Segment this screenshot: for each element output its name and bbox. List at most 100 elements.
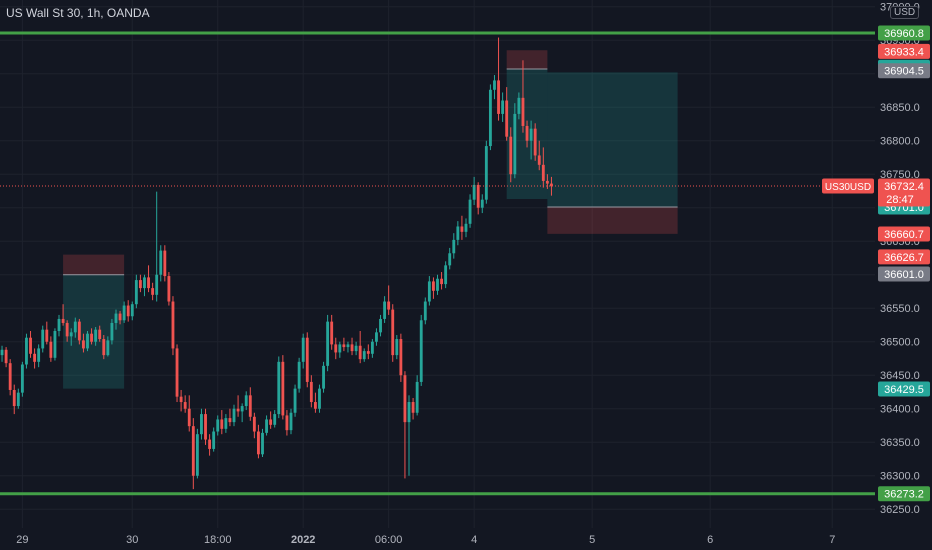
candle-body-42 <box>171 301 175 349</box>
candle-body-106 <box>432 281 435 291</box>
time-axis-background[interactable] <box>0 528 932 550</box>
candle-body-100 <box>407 402 411 423</box>
candle-body-108 <box>440 278 443 285</box>
candle-body-4 <box>16 392 20 407</box>
candle-body-134 <box>545 180 549 184</box>
x-tick-label-1: 30 <box>126 534 138 546</box>
position-target-zone-0[interactable] <box>63 274 125 389</box>
position-stop-zone-1[interactable] <box>506 50 548 70</box>
candle-body-36 <box>147 277 150 289</box>
candle-body-57 <box>232 408 236 423</box>
candle-body-21 <box>86 333 89 349</box>
candle-body-58 <box>236 408 240 412</box>
candles <box>0 37 553 490</box>
candle-body-47 <box>191 426 195 476</box>
x-tick-label-2: 18:00 <box>204 534 232 546</box>
current-price-label: US30USD 36732.428:47 <box>822 178 930 207</box>
candle-body-60 <box>244 395 248 407</box>
candle-body-63 <box>257 431 260 455</box>
candle-body-1 <box>4 349 8 364</box>
candle-body-83 <box>338 344 342 353</box>
candle-body-49 <box>200 414 203 435</box>
candle-body-132 <box>537 155 541 165</box>
candle-body-41 <box>167 276 171 302</box>
candle-body-66 <box>269 419 273 425</box>
candle-body-0 <box>0 349 4 356</box>
candle-body-7 <box>29 337 32 354</box>
candle-body-126 <box>513 113 517 175</box>
candle-body-109 <box>444 265 448 285</box>
candle-body-71 <box>289 412 293 431</box>
candle-body-62 <box>252 416 256 432</box>
candle-body-25 <box>102 339 106 356</box>
x-tick-label-3: 2022 <box>291 534 315 546</box>
candle-body-46 <box>187 408 191 427</box>
candle-body-5 <box>20 364 24 393</box>
candle-body-115 <box>468 199 472 224</box>
candle-body-111 <box>452 239 456 254</box>
candle-body-27 <box>110 322 114 341</box>
time-axis: 29 30 18:00 2022 06:00 4 5 6 7 <box>16 534 835 546</box>
candle-body-101 <box>411 402 415 413</box>
horizontal-levels[interactable] <box>0 31 875 496</box>
price-label-10: 36273.2 <box>884 489 924 501</box>
y-tick-label-11: 36450.0 <box>880 370 920 382</box>
candle-body-120 <box>488 89 492 147</box>
x-tick-label-0: 29 <box>16 534 28 546</box>
candle-body-84 <box>342 344 346 348</box>
candle-body-48 <box>195 434 199 476</box>
candle-body-67 <box>273 414 277 425</box>
candle-body-79 <box>322 365 325 389</box>
candle-body-130 <box>529 128 533 141</box>
price-label-bg-0 <box>878 25 930 41</box>
position-stop-zone-0[interactable] <box>63 254 125 275</box>
symbol-label-bg <box>822 178 874 194</box>
grid <box>0 0 875 528</box>
candle-body-33 <box>134 280 138 305</box>
currency-badge[interactable]: USD <box>890 6 920 19</box>
price-label-3: 36904.5 <box>884 66 924 78</box>
candle-body-14 <box>57 318 61 332</box>
current-price-value: 36732.4 <box>884 181 924 193</box>
candle-body-50 <box>204 414 207 440</box>
candle-body-95 <box>387 301 391 310</box>
candle-body-112 <box>456 226 460 240</box>
candle-body-86 <box>350 344 354 352</box>
candle-body-77 <box>313 402 317 409</box>
candle-body-69 <box>281 361 285 416</box>
price-label-bg-8 <box>878 266 930 282</box>
y-tick-label-15: 36250.0 <box>880 504 920 516</box>
candle-body-117 <box>476 184 480 208</box>
price-label-bg-3 <box>878 63 930 79</box>
candle-body-15 <box>61 318 65 323</box>
candle-body-131 <box>533 128 537 156</box>
candle-body-107 <box>436 278 439 291</box>
candle-body-73 <box>297 361 301 389</box>
y-tick-label-5: 36750.0 <box>880 169 920 181</box>
candle-body-16 <box>65 322 69 337</box>
candle-body-76 <box>309 381 313 403</box>
position-stop-zone-2[interactable] <box>547 207 678 234</box>
candle-body-44 <box>179 396 183 403</box>
y-tick-label-9: 36550.0 <box>880 303 920 315</box>
candle-body-105 <box>427 281 431 302</box>
candle-body-51 <box>208 439 212 449</box>
price-label-bg-10 <box>878 486 930 502</box>
candle-body-104 <box>423 301 427 321</box>
candle-body-113 <box>460 226 464 232</box>
price-label-8: 36601.0 <box>884 269 924 281</box>
candle-body-23 <box>94 329 98 342</box>
candle-body-78 <box>318 388 321 409</box>
candle-body-116 <box>472 184 476 200</box>
candle-body-53 <box>216 419 220 432</box>
price-label-9: 36429.5 <box>884 384 924 396</box>
candle-body-91 <box>370 341 374 354</box>
candle-body-96 <box>391 309 395 356</box>
candle-body-10 <box>41 329 45 349</box>
candle-body-87 <box>354 345 358 352</box>
position-target-zone-2[interactable] <box>547 72 678 208</box>
candle-body-35 <box>143 277 146 289</box>
candle-body-20 <box>82 340 85 349</box>
price-label-6: 36660.7 <box>884 229 924 241</box>
